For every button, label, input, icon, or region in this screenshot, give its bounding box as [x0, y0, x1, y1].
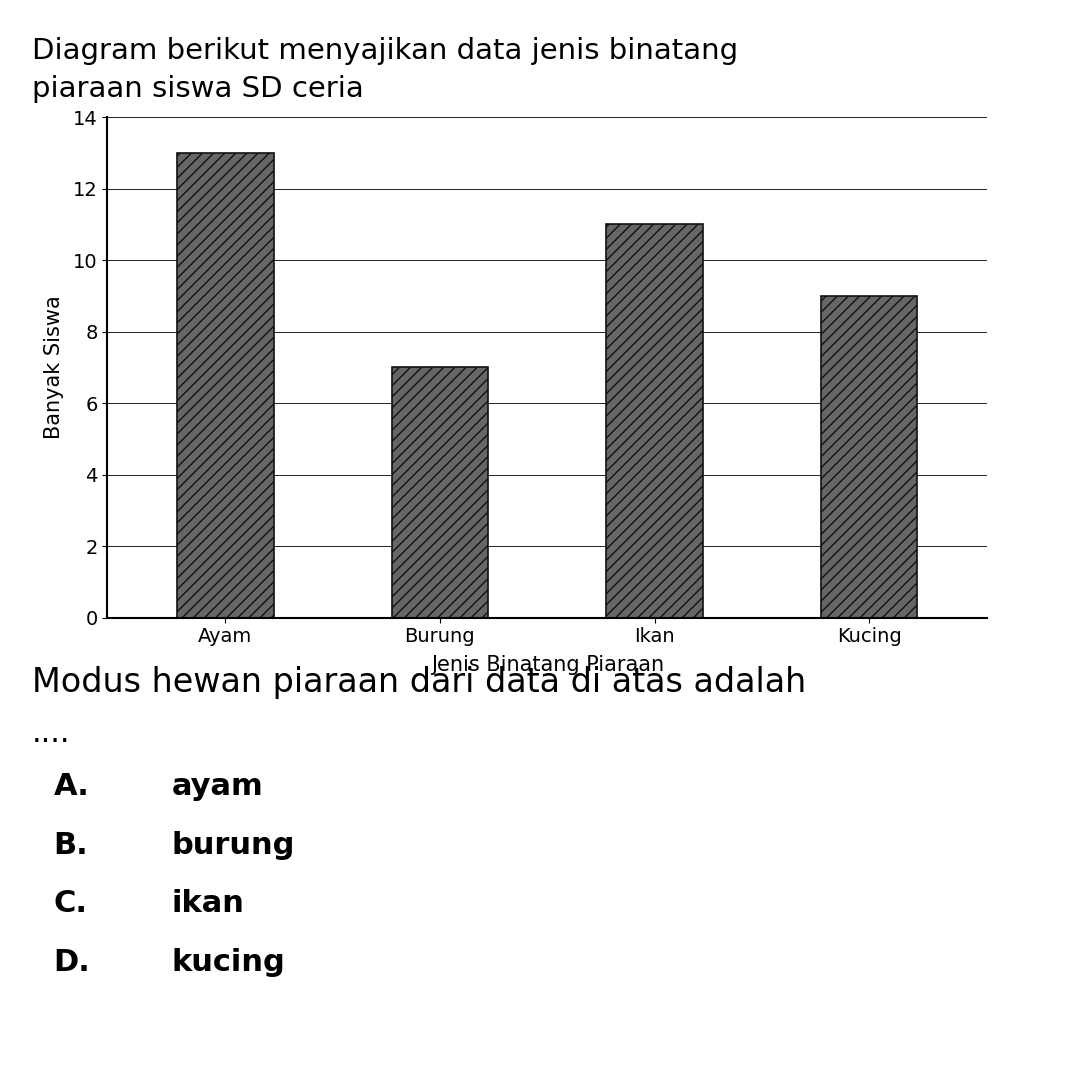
Text: burung: burung [172, 831, 295, 859]
Text: D.: D. [54, 948, 90, 977]
Text: Diagram berikut menyajikan data jenis binatang: Diagram berikut menyajikan data jenis bi… [32, 37, 738, 65]
Bar [392, 367, 488, 618]
Text: Modus hewan piaraan dari data di atas adalah: Modus hewan piaraan dari data di atas ad… [32, 666, 807, 699]
Text: C.: C. [54, 889, 88, 918]
Text: piaraan siswa SD ceria: piaraan siswa SD ceria [32, 75, 364, 102]
Y-axis label: Banyak Siswa: Banyak Siswa [44, 296, 64, 439]
Bar [821, 296, 917, 618]
Bar [177, 153, 274, 618]
Text: ayam: ayam [172, 772, 264, 801]
Text: kucing: kucing [172, 948, 285, 977]
Text: A.: A. [54, 772, 89, 801]
X-axis label: Jenis Binatang Piaraan: Jenis Binatang Piaraan [430, 655, 664, 675]
Text: B.: B. [54, 831, 88, 859]
Bar [606, 225, 703, 618]
Text: ....: .... [32, 719, 71, 748]
Text: ikan: ikan [172, 889, 245, 918]
